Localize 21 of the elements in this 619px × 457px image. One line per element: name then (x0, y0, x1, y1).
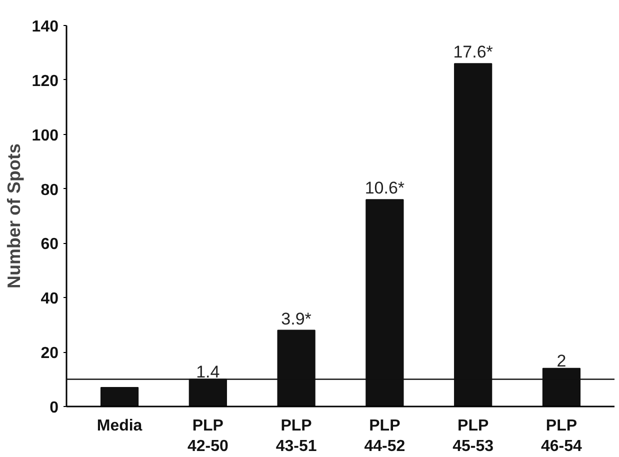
annotation: 2 (556, 351, 566, 370)
annotation: 3.9* (281, 309, 312, 328)
y-tick-label: 60 (40, 236, 59, 254)
y-tick-label: 120 (32, 72, 59, 90)
x-tick-label: Media (96, 418, 142, 434)
y-tick-label: 40 (40, 290, 59, 308)
y-tick-label: 0 (50, 400, 59, 416)
x-tick-label: PLP 42-50 (187, 418, 228, 455)
annotation: 10.6* (364, 178, 405, 198)
y-tick-label: 140 (32, 18, 59, 36)
x-tick-label: PLP 43-51 (276, 418, 317, 455)
y-tick-label: 20 (40, 345, 59, 362)
y-axis-title: Number of Spots (4, 143, 24, 288)
annotation: 17.6* (453, 42, 494, 62)
bar (100, 386, 139, 406)
x-tick-label: PLP 45-53 (452, 418, 494, 455)
y-tick-label: 100 (32, 127, 59, 144)
x-tick-label: PLP 46-54 (541, 418, 582, 455)
x-tick-label: PLP 44-52 (364, 418, 406, 455)
annotation: 1.4 (196, 362, 220, 382)
y-tick-label: 80 (40, 182, 59, 199)
